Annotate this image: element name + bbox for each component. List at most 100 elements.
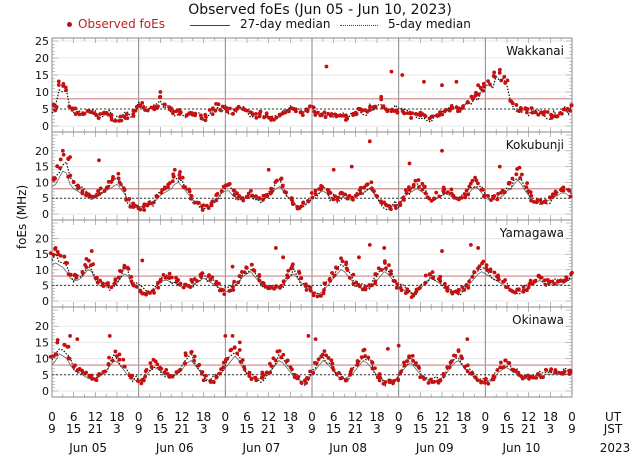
observed-point: [543, 199, 548, 203]
observed-point: [539, 275, 544, 280]
observed-point: [192, 358, 197, 363]
observed-point: [505, 285, 510, 289]
observed-point: [518, 176, 523, 180]
observed-point: [440, 112, 445, 117]
observed-point: [187, 189, 192, 194]
observed-point: [261, 281, 266, 286]
observed-point: [510, 289, 515, 294]
observed-point: [272, 117, 276, 122]
y-tick-label: 20: [35, 52, 49, 65]
observed-point: [128, 204, 133, 209]
observed-point: [208, 380, 213, 384]
observed-point: [529, 198, 533, 203]
observed-point: [561, 185, 566, 190]
observed-point: [367, 242, 372, 247]
observed-point: [142, 202, 147, 207]
observed-point: [492, 70, 497, 75]
observed-point: [460, 195, 464, 200]
observed-point: [304, 381, 308, 385]
observed-point: [543, 282, 548, 287]
observed-point: [459, 354, 464, 359]
observed-point: [565, 106, 570, 111]
x-tick-ut: 12: [434, 410, 449, 424]
observed-point: [476, 181, 480, 186]
observed-point: [231, 188, 236, 193]
legend-27day-label: 27-day median: [240, 17, 331, 31]
observed-point: [214, 198, 219, 203]
observed-point: [236, 280, 241, 285]
observed-point: [231, 288, 236, 292]
observed-point: [252, 268, 257, 273]
observed-point: [422, 184, 427, 189]
observed-point: [483, 377, 488, 382]
observed-point: [525, 110, 529, 115]
observed-point: [124, 197, 129, 202]
observed-point: [166, 185, 170, 190]
observed-point: [462, 364, 467, 369]
observed-point: [525, 288, 529, 293]
x-tick-ut: 0: [222, 410, 230, 424]
observed-point: [275, 349, 280, 354]
observed-point: [402, 363, 407, 368]
observed-point: [249, 262, 254, 267]
observed-point: [184, 282, 188, 287]
observed-point: [209, 203, 214, 208]
observed-point: [481, 194, 486, 199]
observed-point: [377, 378, 382, 383]
observed-point: [423, 114, 428, 119]
y-tick-label: 5: [42, 279, 49, 292]
observed-point: [245, 108, 249, 113]
observed-point: [104, 186, 109, 190]
observed-point: [358, 191, 363, 196]
observed-point: [219, 189, 224, 194]
observed-point: [161, 273, 166, 277]
observed-point: [236, 195, 241, 199]
observed-point: [521, 288, 526, 293]
observed-point: [235, 106, 240, 110]
observed-point: [428, 272, 432, 277]
observed-point: [410, 354, 415, 358]
observed-point: [268, 361, 272, 366]
observed-point: [268, 370, 273, 375]
observed-point: [549, 115, 554, 120]
legend-5day-line-icon: [340, 25, 378, 26]
observed-point: [507, 361, 512, 365]
observed-point: [389, 69, 394, 74]
observed-point: [143, 374, 148, 379]
observed-point: [254, 378, 259, 383]
observed-point: [438, 378, 443, 382]
observed-point: [384, 266, 388, 270]
observed-point: [178, 170, 182, 174]
observed-point: [310, 195, 315, 200]
observed-point: [380, 105, 385, 110]
observed-point: [66, 174, 71, 179]
x-tick-jst: 15: [326, 422, 341, 436]
observed-point: [498, 365, 503, 370]
observed-point: [379, 97, 384, 102]
observed-point: [445, 365, 450, 370]
observed-point: [431, 276, 435, 281]
x-tick-ut: 18: [456, 410, 471, 424]
observed-point: [422, 376, 427, 381]
observed-point: [449, 359, 454, 364]
observed-point: [258, 109, 263, 114]
observed-point: [449, 191, 454, 196]
observed-point: [354, 280, 359, 285]
observed-point: [437, 194, 442, 199]
observed-point: [468, 242, 473, 247]
observed-point: [308, 288, 313, 293]
observed-point: [389, 109, 394, 114]
observed-point: [344, 262, 348, 267]
station-label: Kokubunji: [506, 138, 564, 152]
observed-point: [333, 194, 338, 199]
observed-point: [221, 288, 226, 292]
observed-point: [313, 337, 318, 342]
x-tick-jst: 21: [261, 422, 276, 436]
observed-dot-icon: [67, 22, 72, 27]
observed-point: [167, 181, 172, 185]
observed-point: [136, 379, 140, 383]
observed-point: [271, 356, 276, 361]
observed-point: [385, 346, 390, 351]
observed-point: [131, 112, 136, 116]
observed-point: [417, 185, 421, 189]
